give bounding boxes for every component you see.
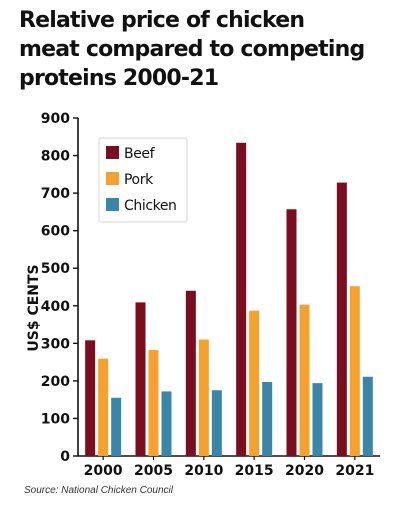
chart-bars <box>85 142 373 456</box>
bar-chicken-2005 <box>161 391 172 456</box>
x-tick-label: 2021 <box>335 463 374 479</box>
bar-beef-2000 <box>85 340 96 456</box>
y-tick-label: 0 <box>60 449 70 465</box>
chart-axes: 0 100 200 300 400 500 600 700 800 900 2000 2005 2010… <box>41 111 380 479</box>
legend-swatch-beef <box>106 146 119 159</box>
bar-chicken-2000 <box>111 397 122 456</box>
bar-pork-2000 <box>98 358 109 456</box>
bar-beef-2005 <box>135 302 146 456</box>
y-tick-label: 700 <box>41 186 70 202</box>
bar-chicken-2010 <box>211 390 222 456</box>
y-tick-label: 100 <box>41 411 70 427</box>
y-tick-label: 500 <box>41 261 70 277</box>
bar-pork-2005 <box>148 350 159 456</box>
legend-box <box>98 137 188 223</box>
bar-pork-2020 <box>299 304 310 456</box>
bar-beef-2015 <box>236 142 247 456</box>
chart-legend: Beef Pork Chicken <box>98 137 188 223</box>
bar-chicken-2020 <box>312 383 323 456</box>
legend-swatch-pork <box>106 172 119 185</box>
legend-label-pork: Pork <box>124 172 154 188</box>
bar-pork-2015 <box>249 310 260 456</box>
x-tick-label: 2005 <box>134 463 173 479</box>
source-note: Source: National Chicken Council <box>24 485 173 496</box>
x-tick-label: 2000 <box>84 463 123 479</box>
y-tick-label: 400 <box>41 299 70 315</box>
x-tick-label: 2015 <box>235 463 274 479</box>
y-tick-label: 900 <box>41 111 70 127</box>
y-axis-label: US$ CENTS <box>26 264 42 351</box>
bar-beef-2021 <box>336 182 347 456</box>
chart-title: Relative price of chicken meat compared … <box>19 8 365 91</box>
y-tick-label: 200 <box>41 374 70 390</box>
legend-label-beef: Beef <box>124 146 156 162</box>
bar-chicken-2015 <box>262 382 273 456</box>
y-tick-label: 600 <box>41 224 70 240</box>
x-tick-label: 2010 <box>184 463 223 479</box>
bar-beef-2020 <box>286 209 297 456</box>
bar-pork-2010 <box>198 339 209 456</box>
legend-label-chicken: Chicken <box>124 198 177 214</box>
bar-chicken-2021 <box>362 376 373 456</box>
bar-pork-2021 <box>349 286 360 456</box>
x-tick-label: 2020 <box>285 463 324 479</box>
y-tick-label: 300 <box>41 336 70 352</box>
y-tick-label: 800 <box>41 149 70 165</box>
bar-beef-2010 <box>185 290 196 456</box>
legend-swatch-chicken <box>106 198 119 211</box>
